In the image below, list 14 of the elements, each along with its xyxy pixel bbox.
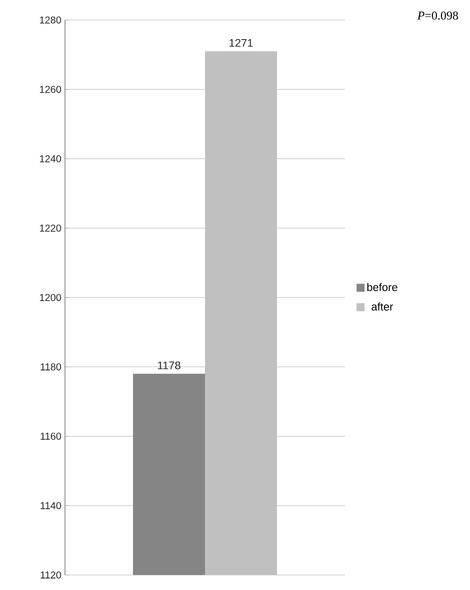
data-label: 1271 xyxy=(230,39,253,47)
y-tick-label: 1180 xyxy=(40,363,62,370)
y-tick-label: 1220 xyxy=(40,224,62,232)
y-tick-label: 1160 xyxy=(40,432,62,440)
y-tick-label: 1200 xyxy=(40,294,62,302)
y-tick-label: 1280 xyxy=(40,16,62,24)
legend-label: after xyxy=(372,302,394,311)
y-tick-label: 1240 xyxy=(40,155,62,162)
y-tick-label: 1260 xyxy=(40,86,62,93)
legend-label: before xyxy=(367,283,398,292)
data-label: 1178 xyxy=(158,362,180,370)
y-tick-label: 1140 xyxy=(40,502,62,510)
text: P=0.098 xyxy=(417,12,458,20)
y-tick-label: 1120 xyxy=(40,571,62,579)
